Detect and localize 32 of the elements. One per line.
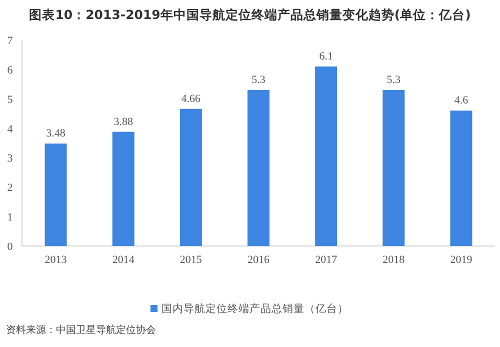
chart-title: 图表10：2013-2019年中国导航定位终端产品总销量变化趋势(单位：亿台)	[29, 7, 471, 22]
y-tick-label: 7	[7, 35, 14, 47]
bar	[180, 108, 202, 246]
text: 资料来源：中国卫星导航定位协会	[6, 324, 156, 336]
x-tick-label: 2015	[180, 254, 202, 266]
x-tick-label: 2013	[44, 254, 68, 266]
x-tick-label: 2019	[450, 254, 473, 266]
y-tick-label: 5	[7, 94, 14, 106]
y-tick-label: 2	[7, 182, 13, 194]
x-tick-label: 2017	[315, 254, 338, 266]
x-tick-label: 2018	[382, 254, 406, 266]
data-label: 5.3	[386, 74, 402, 86]
legend-label: 国内导航定位终端产品总销量（亿台）	[162, 302, 348, 315]
bar	[382, 90, 405, 246]
data-label: 4.6	[454, 94, 469, 107]
data-label: 4.66	[181, 92, 202, 105]
data-label: 3.88	[114, 116, 134, 128]
data-label: 5.3	[252, 74, 266, 86]
bar	[315, 66, 338, 246]
y-tick-label: 0	[7, 241, 14, 253]
bar	[44, 144, 67, 246]
y-tick-label: 3	[7, 152, 14, 165]
data-label: 3.48	[46, 128, 66, 140]
bar	[248, 90, 270, 246]
bar	[112, 132, 134, 246]
y-tick-label: 6	[7, 64, 14, 76]
bar	[450, 110, 472, 246]
x-tick-label: 2014	[112, 254, 135, 266]
y-tick-label: 1	[7, 212, 13, 224]
y-tick-label: 4	[7, 123, 14, 136]
x-tick-label: 2016	[248, 254, 270, 266]
data-label: 6.1	[319, 50, 333, 62]
